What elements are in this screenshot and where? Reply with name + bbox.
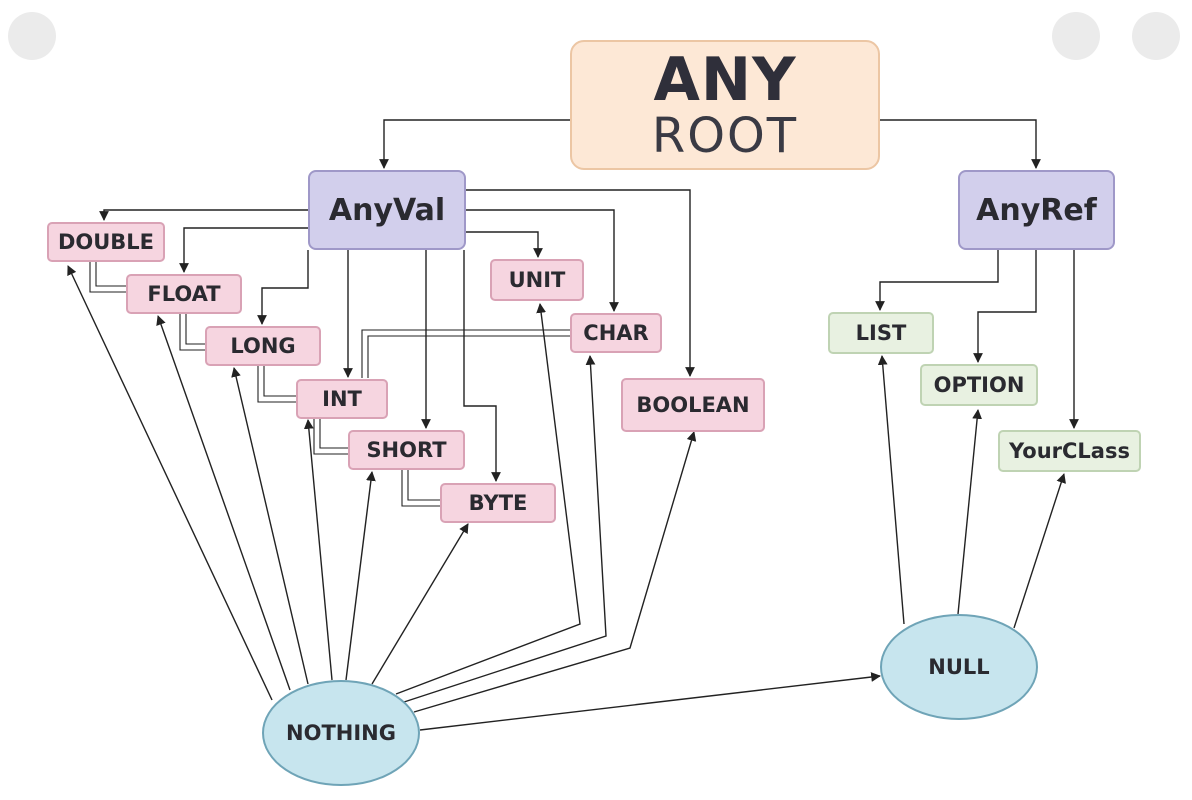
anyval-node: AnyVal [308, 170, 466, 250]
root-title: ANY [653, 45, 797, 115]
edge-anyval-float [179, 227, 308, 273]
boolean-node: BOOLEAN [621, 378, 765, 432]
edge-nothing-null [419, 672, 881, 731]
short-node: SHORT [348, 430, 465, 470]
edge-nothing-unit [395, 303, 581, 695]
edge-nothing-short [345, 471, 376, 681]
double-node: DOUBLE [47, 222, 165, 262]
conversion-short-byte-b [407, 470, 440, 501]
list-node: LIST [828, 312, 934, 354]
conversion-long-int-a [257, 366, 296, 403]
yourclass-node: YourCLass [998, 430, 1141, 472]
window-control-close-dot[interactable] [8, 12, 56, 60]
conversion-char-int-b [367, 335, 570, 378]
anyref-node: AnyRef [958, 170, 1115, 250]
edge-anyval-long [257, 250, 309, 325]
edge-nothing-int [303, 419, 333, 681]
edge-nothing-double [67, 265, 273, 701]
conversion-char-int-a [361, 329, 570, 378]
unit-node: UNIT [490, 259, 584, 301]
char-node: CHAR [570, 313, 662, 353]
edge-null-yourclass [1013, 473, 1066, 629]
edge-anyval-byte [463, 250, 501, 482]
edge-anyref-list [875, 250, 999, 311]
edge-nothing-float [156, 315, 291, 691]
conversion-long-int-b [263, 366, 296, 397]
edge-nothing-boolean [413, 431, 697, 713]
conversion-short-byte-a [401, 470, 440, 507]
conversion-double-float-a [89, 262, 126, 293]
option-node: OPTION [920, 364, 1038, 406]
edge-root-anyval [379, 119, 570, 169]
edge-anyval-double [99, 209, 308, 221]
root-subtitle: ROOT [651, 108, 799, 164]
edge-nothing-char [403, 355, 607, 703]
int-node: INT [296, 379, 388, 419]
conversion-int-short-b [319, 418, 348, 449]
nothing-node: NOTHING [262, 680, 420, 786]
conversion-float-long-a [179, 314, 205, 351]
conversion-float-long-b [185, 314, 205, 345]
edge-root-anyref [880, 119, 1041, 169]
byte-node: BYTE [440, 483, 556, 523]
any-root-node: ANY ROOT [570, 40, 880, 170]
edge-nothing-byte [371, 523, 469, 685]
window-control-dot-left[interactable] [1052, 12, 1100, 60]
float-node: FLOAT [126, 274, 242, 314]
conversion-double-float-b [95, 262, 126, 287]
edge-nothing-long [231, 367, 309, 685]
null-node: NULL [880, 614, 1038, 720]
edge-null-list [877, 355, 905, 625]
edge-anyref-option [973, 250, 1037, 363]
edge-anyval-unit [464, 231, 543, 258]
long-node: LONG [205, 326, 321, 366]
edge-null-option [957, 409, 983, 615]
edge-anyval-boolean [464, 189, 695, 377]
edge-anyval-char [464, 209, 619, 312]
window-control-dot-right[interactable] [1132, 12, 1180, 60]
conversion-int-short-a [313, 418, 348, 455]
